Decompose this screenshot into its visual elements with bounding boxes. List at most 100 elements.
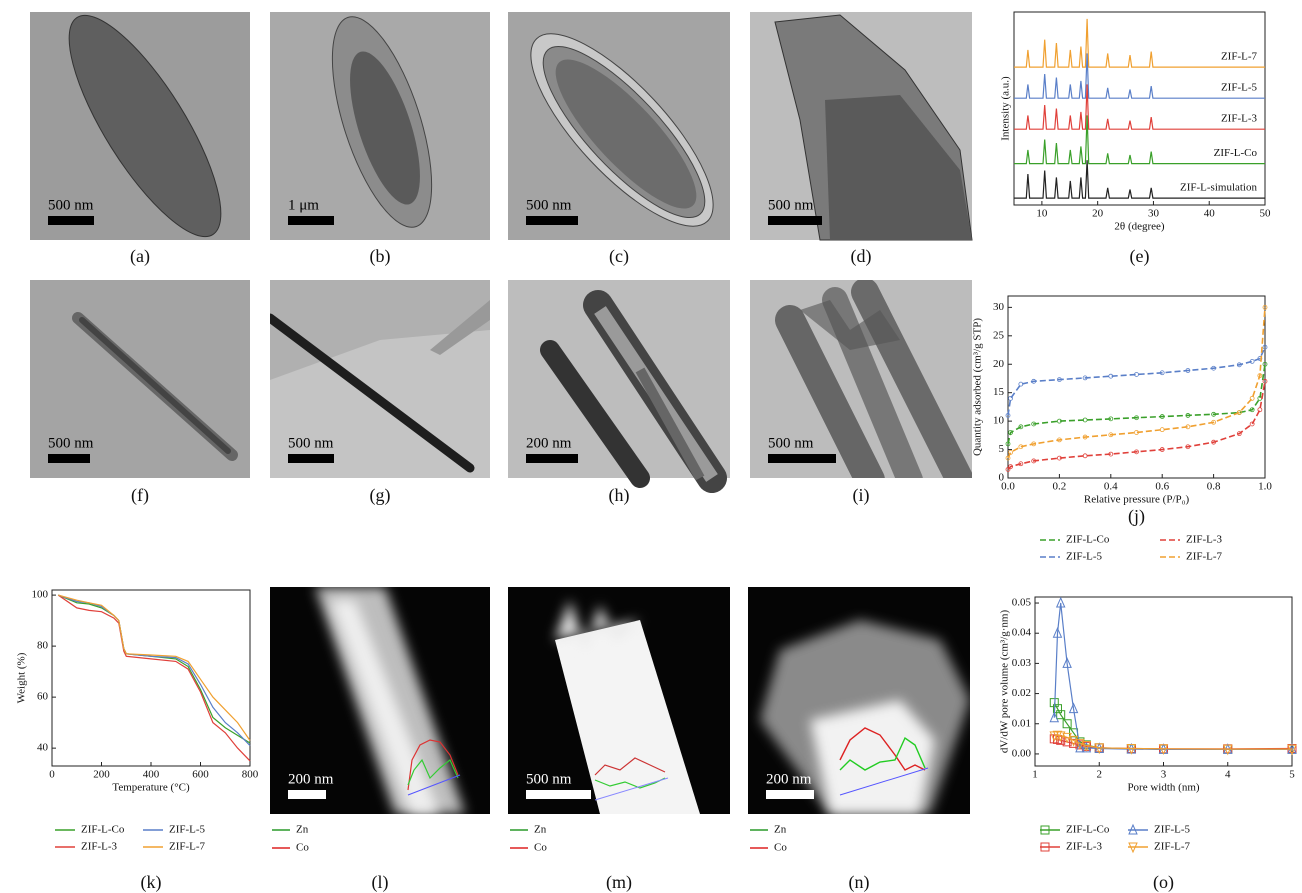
legend-label: ZIF-L-3 (1066, 841, 1103, 853)
x-tick-label: 0 (49, 769, 55, 781)
series-label: ZIF-L-3 (1221, 113, 1258, 125)
y-tick-label: 20 (993, 358, 1005, 370)
x-axis-label: 2θ (degree) (1114, 221, 1164, 233)
y-tick-label: 0 (999, 472, 1005, 484)
legend-label: ZIF-L-Co (1066, 534, 1110, 546)
scale-bar (526, 216, 578, 225)
series-label: ZIF-L-simulation (1180, 182, 1257, 194)
y-axis-label: dV/dW pore volume (cm³/g·nm) (999, 610, 1011, 754)
y-axis-label: Weight (%) (16, 652, 28, 703)
x-tick-label: 5 (1289, 769, 1295, 781)
legend-label: ZIF-L-7 (1186, 551, 1223, 563)
scale-bar-label: 1 μm (288, 197, 319, 213)
panel-label: (l) (372, 872, 389, 893)
scale-bar-label: 500 nm (288, 435, 334, 451)
x-tick-label: 4 (1225, 769, 1231, 781)
legend-label: Zn (296, 824, 309, 836)
y-axis-label: Quantity adsorbed (cm³/g STP) (972, 318, 984, 456)
scale-bar (288, 216, 334, 225)
scale-bar-label: 500 nm (48, 435, 94, 451)
panel-label: (k) (141, 872, 162, 893)
scale-bar-label: 200 nm (766, 771, 812, 787)
x-tick-label: 2 (1097, 769, 1103, 781)
y-tick-label: 40 (37, 742, 49, 754)
y-tick-label: 25 (993, 329, 1005, 341)
panel-label: (n) (849, 872, 870, 893)
panel-label: (e) (1130, 246, 1150, 267)
panel-label: (b) (370, 246, 391, 267)
series-label: ZIF-L-5 (1221, 82, 1258, 94)
y-tick-label: 15 (993, 386, 1005, 398)
figure: (a)500 nm(b)1 μm(c)500 nm(d)500 nm(f)500… (0, 0, 1302, 893)
panel-label: (g) (370, 485, 391, 506)
legend-label: Zn (534, 824, 547, 836)
panel-label: (d) (851, 246, 872, 267)
y-tick-label: 100 (32, 589, 49, 601)
scale-bar-label: 500 nm (768, 435, 814, 451)
x-tick-label: 400 (143, 769, 160, 781)
panel-label: (c) (609, 246, 629, 267)
x-tick-label: 3 (1161, 769, 1167, 781)
y-tick-label: 5 (999, 443, 1005, 455)
series-line (58, 595, 250, 740)
x-axis-label: Pore width (nm) (1127, 782, 1199, 794)
scale-bar (288, 790, 326, 799)
x-tick-label: 600 (192, 769, 209, 781)
marker (1160, 428, 1164, 432)
plot-frame (52, 590, 250, 766)
scale-bar-label: 500 nm (48, 197, 94, 213)
scale-bar (768, 216, 822, 225)
legend-label: ZIF-L-7 (169, 841, 206, 853)
legend-label: ZIF-L-Co (81, 824, 125, 836)
scale-bar-label: 500 nm (768, 197, 814, 213)
scale-bar (288, 454, 334, 463)
y-tick-label: 0.02 (1012, 687, 1031, 699)
legend-label: ZIF-L-Co (1066, 824, 1110, 836)
x-tick-label: 0.6 (1155, 481, 1169, 493)
legend-label: ZIF-L-5 (169, 824, 206, 836)
series-line (1054, 603, 1292, 749)
x-axis-label: Relative pressure (P/P₀) (1084, 494, 1190, 506)
series-line (1008, 307, 1265, 458)
series-label: ZIF-L-Co (1214, 147, 1258, 159)
plot-frame (1008, 296, 1265, 478)
x-tick-label: 0.4 (1104, 481, 1118, 493)
series-line (58, 595, 250, 746)
x-tick-label: 1 (1032, 769, 1038, 781)
legend-label: ZIF-L-3 (1186, 534, 1223, 546)
x-tick-label: 30 (1148, 208, 1160, 220)
legend-label: Zn (774, 824, 787, 836)
legend-label: ZIF-L-5 (1154, 824, 1191, 836)
marker (1250, 396, 1254, 400)
x-axis-label: Temperature (°C) (112, 782, 190, 794)
x-tick-label: 0.8 (1207, 481, 1221, 493)
scale-bar-label: 200 nm (526, 435, 572, 451)
panel-label: (a) (130, 246, 150, 267)
y-tick-label: 0.05 (1012, 597, 1032, 609)
scale-bar-label: 200 nm (288, 771, 334, 787)
x-tick-label: 40 (1204, 208, 1216, 220)
y-tick-label: 60 (37, 691, 49, 703)
scale-bar (526, 454, 578, 463)
x-tick-label: 0.2 (1053, 481, 1067, 493)
panel-label: (i) (853, 485, 870, 506)
y-tick-label: 80 (37, 640, 49, 652)
scale-bar-label: 500 nm (526, 197, 572, 213)
x-tick-label: 200 (93, 769, 110, 781)
series-line (58, 595, 250, 743)
y-tick-label: 0.03 (1012, 657, 1032, 669)
y-tick-label: 0.04 (1012, 627, 1032, 639)
scale-bar (766, 790, 814, 799)
y-tick-label: 30 (993, 301, 1005, 313)
tem-images (30, 0, 972, 814)
y-tick-label: 0.01 (1012, 717, 1031, 729)
x-tick-label: 800 (242, 769, 259, 781)
series-line (1008, 381, 1265, 469)
series-line (1008, 347, 1265, 415)
x-tick-label: 50 (1260, 208, 1272, 220)
x-tick-label: 10 (1036, 208, 1048, 220)
panel-label: (f) (131, 485, 149, 506)
legend-label: Co (534, 842, 547, 854)
scale-bar (48, 454, 90, 463)
legend-label: ZIF-L-7 (1154, 841, 1191, 853)
